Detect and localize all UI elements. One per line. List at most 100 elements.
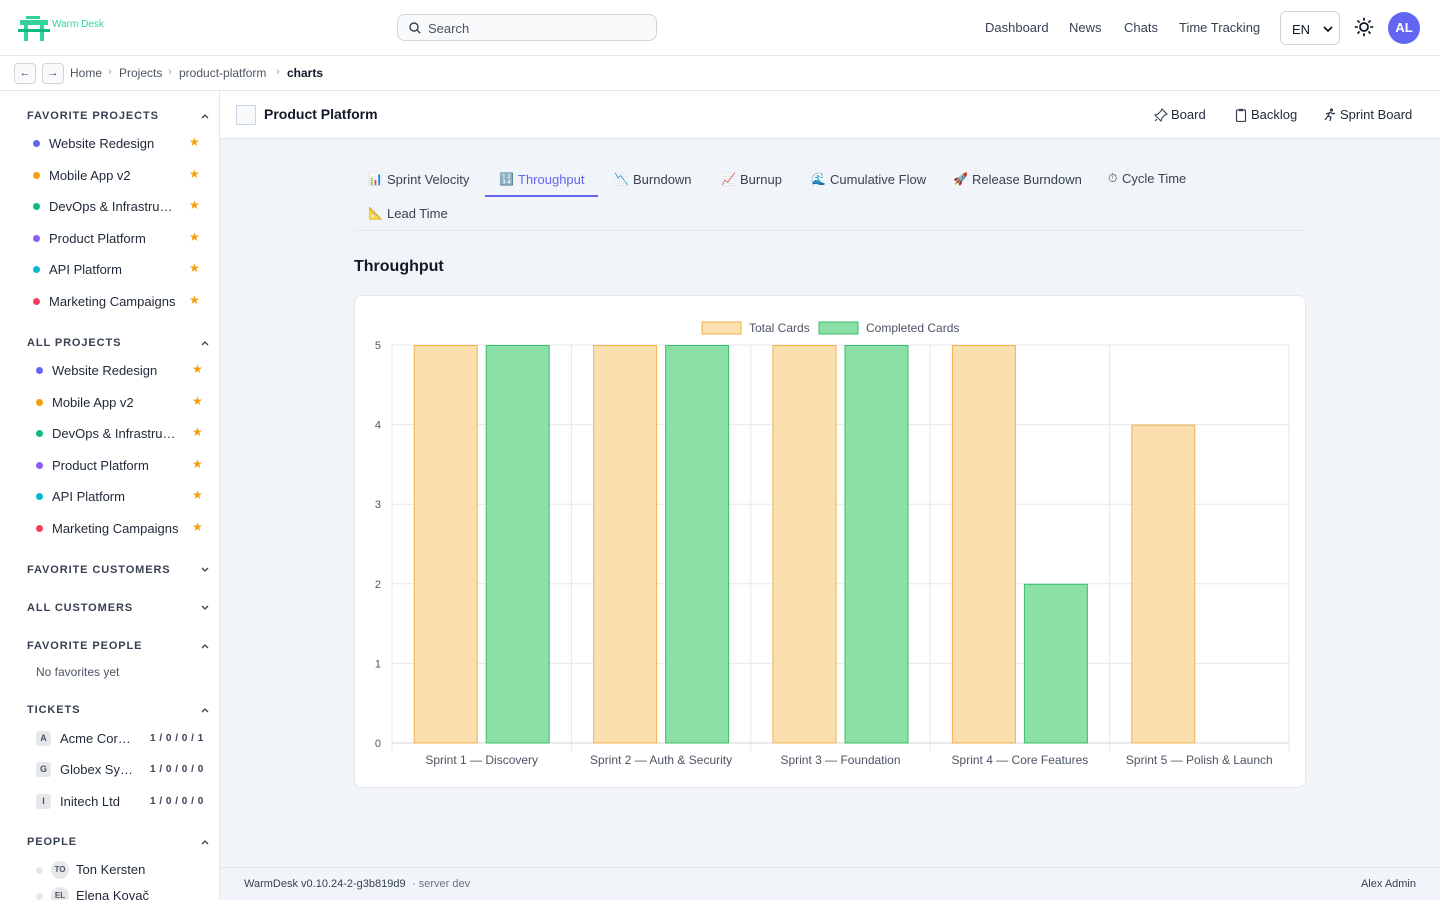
ticket-customer-initech[interactable]: I Initech Ltd 1 / 0 / 0 / 0 [0, 791, 219, 815]
legend-label: Total Cards [749, 321, 810, 335]
back-button[interactable]: ← [14, 63, 36, 84]
chevron-up-icon[interactable] [201, 340, 209, 346]
throughput-chart: 0 1 2 3 4 5 Sprint 1 — Discovery Sprint 2 — Aut… [375, 321, 1290, 767]
favorite-project-product-platform[interactable]: Product Platform ★ [0, 227, 219, 251]
y-tick-label: 2 [375, 579, 381, 591]
sidebar: FAVORITE PROJECTS Website Redesign ★ Mob… [0, 91, 220, 900]
star-icon[interactable]: ★ [189, 293, 200, 307]
star-icon[interactable]: ★ [192, 425, 203, 439]
section-favorite-people[interactable]: FAVORITE PEOPLE [27, 640, 143, 652]
tabs-divider [354, 230, 1305, 231]
chevron-down-icon[interactable] [201, 567, 209, 573]
tab-label: Burndown [633, 172, 692, 187]
nav-dashboard[interactable]: Dashboard [985, 20, 1049, 35]
star-icon[interactable]: ★ [189, 261, 200, 275]
project-marketing[interactable]: Marketing Campaigns ★ [0, 517, 219, 541]
forward-button[interactable]: → [42, 63, 64, 84]
top-header: Warm Desk Search Dashboard News Chats Ti… [0, 0, 1440, 56]
star-icon[interactable]: ★ [189, 135, 200, 149]
backlog-button[interactable]: Backlog [1234, 107, 1297, 122]
clipboard-icon [1235, 108, 1247, 122]
x-tick-label: Sprint 5 — Polish & Launch [1126, 753, 1273, 767]
section-favorite-customers[interactable]: FAVORITE CUSTOMERS [27, 564, 171, 576]
current-user: Alex Admin [1360, 878, 1416, 890]
project-label: Website Redesign [52, 363, 158, 378]
board-button[interactable]: Board [1154, 107, 1206, 122]
person-elena-kovac[interactable]: EL Elena Kovač [0, 885, 219, 900]
triangular-ruler-icon: 📐 [368, 206, 383, 220]
project-label: Product Platform [49, 231, 146, 246]
favorite-project-api-platform[interactable]: API Platform ★ [0, 258, 219, 282]
star-icon[interactable]: ★ [189, 230, 200, 244]
search-input[interactable]: Search [397, 14, 657, 41]
star-icon[interactable]: ★ [189, 198, 200, 212]
favorite-people-empty: No favorites yet [36, 665, 120, 679]
star-icon[interactable]: ★ [192, 457, 203, 471]
nav-chats[interactable]: Chats [1124, 20, 1158, 35]
tab-label: Throughput [518, 172, 585, 187]
nav-news[interactable]: News [1069, 20, 1102, 35]
section-people[interactable]: PEOPLE [27, 836, 78, 848]
chevron-up-icon[interactable] [201, 707, 209, 713]
project-product-platform[interactable]: Product Platform ★ [0, 454, 219, 478]
favorite-project-marketing[interactable]: Marketing Campaigns ★ [0, 290, 219, 314]
chevron-up-icon[interactable] [201, 113, 209, 119]
crumb-project[interactable]: product-platform [179, 66, 267, 80]
project-label: Marketing Campaigns [49, 294, 176, 309]
section-all-projects[interactable]: ALL PROJECTS [27, 337, 122, 349]
project-label: Mobile App v2 [49, 168, 131, 183]
project-color-dot [33, 140, 40, 147]
project-mobile-app[interactable]: Mobile App v2 ★ [0, 391, 219, 415]
sun-icon[interactable] [1354, 17, 1374, 37]
user-avatar[interactable]: AL [1388, 12, 1420, 44]
star-icon[interactable]: ★ [192, 362, 203, 376]
section-favorite-projects[interactable]: FAVORITE PROJECTS [27, 110, 159, 122]
chevron-down-icon[interactable] [201, 605, 209, 611]
star-icon[interactable]: ★ [192, 488, 203, 502]
crumb-projects[interactable]: Projects [119, 66, 163, 80]
ticket-customer-acme[interactable]: A Acme Corporation 1 / 0 / 0 / 1 [0, 728, 219, 752]
numbers-icon: 🔢 [499, 172, 514, 186]
favorite-project-mobile-app[interactable]: Mobile App v2 ★ [0, 164, 219, 188]
project-devops[interactable]: DevOps & Infrastructure ★ [0, 422, 219, 446]
active-tab-indicator [485, 195, 598, 197]
bar-total-1 [413, 345, 478, 744]
person-ton-kersten[interactable]: TO Ton Kersten [0, 859, 219, 883]
ticket-customer-globex[interactable]: G Globex Systems 1 / 0 / 0 / 0 [0, 759, 219, 783]
chevron-up-icon[interactable] [201, 643, 209, 649]
customer-label: Globex Systems [60, 762, 138, 777]
bar-total-5 [1131, 424, 1196, 744]
star-icon[interactable]: ★ [192, 394, 203, 408]
sprint-board-label: Sprint Board [1340, 107, 1413, 122]
star-icon[interactable]: ★ [189, 167, 200, 181]
star-icon[interactable]: ★ [192, 520, 203, 534]
customer-label: Acme Corporation [60, 731, 136, 746]
project-color-dot [36, 493, 43, 500]
crumb-current: charts [287, 66, 324, 80]
favorite-project-devops[interactable]: DevOps & Infrastructure ★ [0, 195, 219, 219]
tab-label: Sprint Velocity [387, 172, 470, 187]
project-api-platform[interactable]: API Platform ★ [0, 485, 219, 509]
project-label: DevOps & Infrastructure [52, 426, 181, 441]
nav-time-tracking[interactable]: Time Tracking [1179, 20, 1261, 35]
y-tick-label: 3 [375, 499, 381, 511]
section-tickets[interactable]: TICKETS [27, 704, 81, 716]
x-tick-label: Sprint 4 — Core Features [952, 753, 1089, 767]
person-label: Elena Kovač [76, 888, 149, 900]
search-placeholder: Search [428, 21, 470, 36]
language-select[interactable]: EN [1280, 11, 1340, 45]
crumb-home[interactable]: Home [70, 66, 103, 80]
legend-swatch [701, 321, 742, 335]
warmdesk-logo[interactable] [18, 16, 82, 44]
sprint-board-button[interactable]: Sprint Board [1323, 107, 1412, 122]
project-website-redesign[interactable]: Website Redesign ★ [0, 359, 219, 383]
section-all-customers[interactable]: ALL CUSTOMERS [27, 602, 134, 614]
legend-label: Completed Cards [866, 321, 959, 335]
chevron-up-icon[interactable] [201, 839, 209, 845]
project-label: Marketing Campaigns [52, 521, 179, 536]
tab-label: Release Burndown [972, 172, 1082, 187]
chart-decreasing-icon: 📉 [614, 172, 629, 186]
favorite-project-website-redesign[interactable]: Website Redesign ★ [0, 132, 219, 156]
legend-swatch [818, 321, 859, 335]
project-label: Product Platform [52, 458, 149, 473]
